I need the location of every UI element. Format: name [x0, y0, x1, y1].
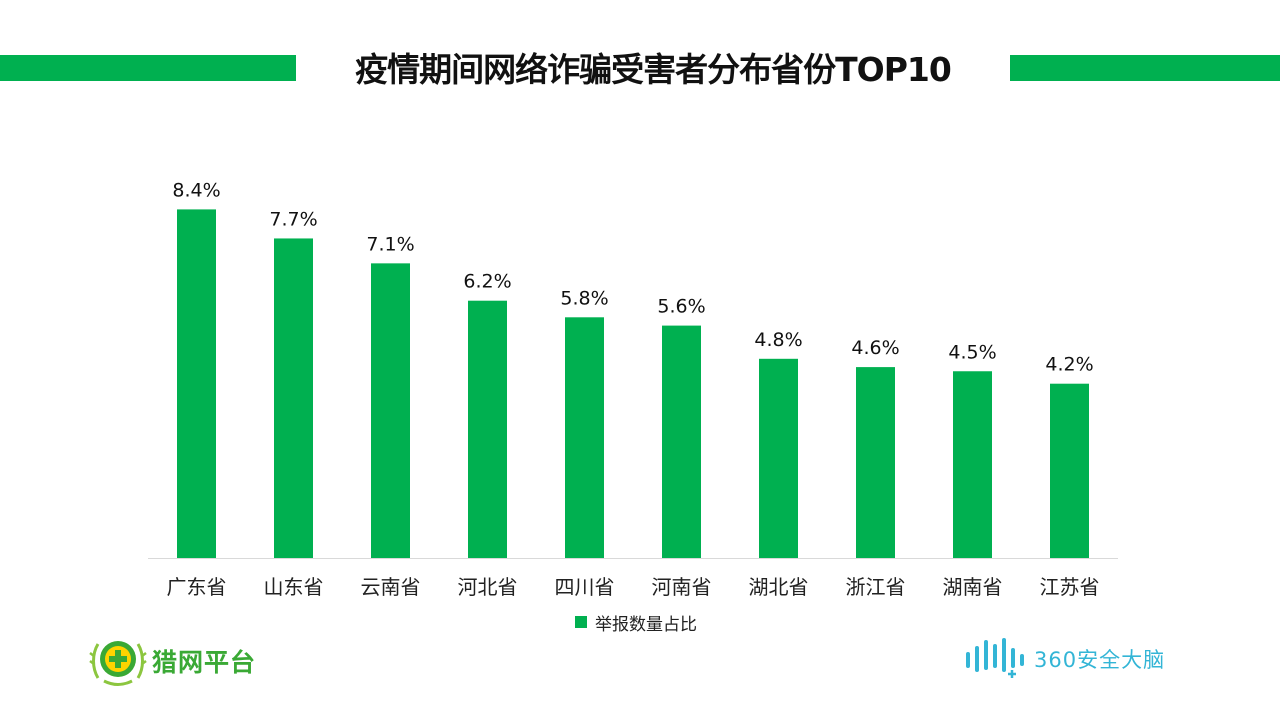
x-tick-label-7: 湖北省 — [749, 575, 809, 599]
bar-3 — [371, 263, 410, 558]
data-label-8: 4.6% — [851, 337, 899, 359]
bar-10 — [1050, 383, 1089, 558]
sound-wave-icon — [966, 638, 1024, 678]
legend: 举报数量占比 — [575, 610, 697, 635]
x-tick-label-5: 四川省 — [555, 575, 615, 599]
title-bar-left — [0, 55, 296, 81]
shield-plus-icon — [89, 641, 147, 686]
data-label-5: 5.8% — [560, 287, 608, 309]
x-tick-label-3: 云南省 — [361, 575, 421, 599]
bar-7 — [759, 358, 798, 558]
lie-wang-logo-text: 猎网平台 — [152, 648, 257, 677]
data-label-7: 4.8% — [754, 329, 802, 351]
title-bar-right — [1010, 55, 1280, 81]
x-tick-label-8: 浙江省 — [846, 575, 906, 599]
legend-swatch — [575, 616, 587, 628]
bar-4 — [468, 300, 507, 558]
x-tick-label-10: 江苏省 — [1040, 575, 1100, 599]
x-tick-label-6: 河南省 — [652, 575, 712, 599]
data-label-4: 6.2% — [463, 271, 511, 293]
data-label-9: 4.5% — [948, 341, 996, 363]
lie-wang-logo: 猎网平台 — [88, 634, 256, 688]
x-tick-label-9: 湖南省 — [943, 575, 1003, 599]
chart-title: 疫情期间网络诈骗受害者分布省份TOP10 — [355, 50, 952, 89]
x-tick-label-2: 山东省 — [264, 575, 324, 599]
data-label-1: 8.4% — [172, 179, 220, 201]
bar-8 — [856, 367, 895, 558]
bar-5 — [565, 317, 604, 558]
bar-2 — [274, 238, 313, 558]
data-label-3: 7.1% — [366, 233, 414, 255]
brain-360-logo: 360安全大脑 — [964, 636, 1165, 682]
data-label-6: 5.6% — [657, 296, 705, 318]
bar-9 — [953, 371, 992, 558]
x-tick-label-1: 广东省 — [167, 575, 227, 599]
data-label-2: 7.7% — [269, 208, 317, 230]
legend-label: 举报数量占比 — [595, 614, 697, 635]
brain-360-logo-text: 360安全大脑 — [1034, 648, 1166, 672]
x-tick-label-4: 河北省 — [458, 575, 518, 599]
bar-1 — [177, 209, 216, 558]
bar-6 — [662, 325, 701, 558]
data-label-10: 4.2% — [1045, 354, 1093, 376]
